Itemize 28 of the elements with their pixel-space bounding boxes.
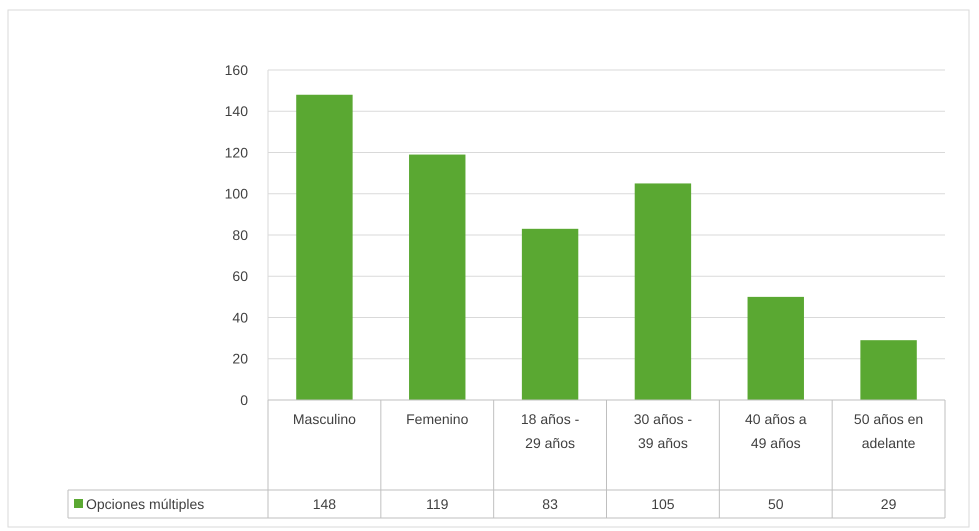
data-label: 29 bbox=[880, 496, 897, 512]
y-tick-label: 140 bbox=[224, 103, 248, 120]
x-tick-label: Femenino bbox=[406, 411, 469, 427]
legend-label: Opciones múltiples bbox=[86, 496, 204, 512]
data-label: 83 bbox=[542, 496, 558, 512]
y-tick-label: 160 bbox=[224, 62, 248, 78]
bar bbox=[634, 183, 692, 400]
y-tick-label: 120 bbox=[224, 144, 248, 160]
x-tick-label: 18 años - 29 años bbox=[520, 411, 580, 451]
y-tick-label: 20 bbox=[232, 350, 248, 367]
x-tick-label: 40 años a 49 años bbox=[745, 411, 807, 451]
data-label: 50 bbox=[768, 496, 784, 512]
y-tick-label: 100 bbox=[224, 186, 248, 202]
data-label: 148 bbox=[312, 496, 336, 512]
bar bbox=[296, 94, 353, 400]
y-tick-label: 0 bbox=[240, 392, 248, 408]
bar bbox=[522, 228, 578, 400]
x-tick-label: 50 años en adelante bbox=[854, 411, 924, 451]
x-tick-label: 30 años - 39 años bbox=[634, 411, 692, 451]
bar bbox=[860, 340, 917, 400]
bar bbox=[409, 154, 466, 400]
x-tick-label: Masculino bbox=[292, 411, 356, 427]
y-tick-label: 60 bbox=[232, 268, 248, 284]
y-tick-label: 80 bbox=[232, 226, 248, 243]
y-tick-label: 40 bbox=[232, 309, 248, 326]
bar bbox=[748, 296, 804, 400]
data-label: 119 bbox=[426, 496, 449, 512]
data-label: 105 bbox=[651, 496, 675, 512]
